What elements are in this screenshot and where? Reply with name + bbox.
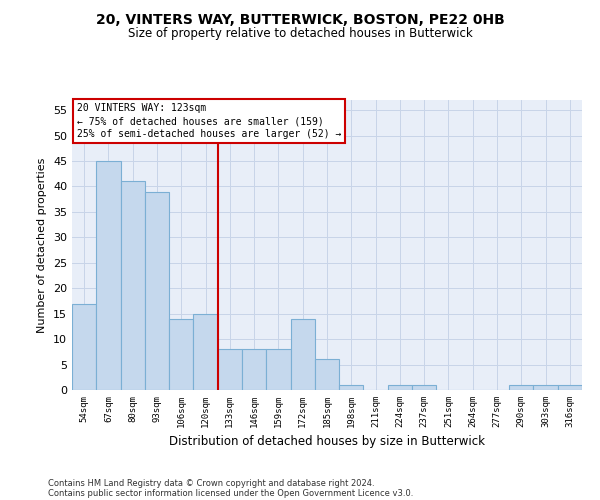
Bar <box>242 350 266 390</box>
Bar <box>339 385 364 390</box>
Bar <box>315 360 339 390</box>
X-axis label: Distribution of detached houses by size in Butterwick: Distribution of detached houses by size … <box>169 436 485 448</box>
Text: Contains public sector information licensed under the Open Government Licence v3: Contains public sector information licen… <box>48 488 413 498</box>
Text: 20 VINTERS WAY: 123sqm
← 75% of detached houses are smaller (159)
25% of semi-de: 20 VINTERS WAY: 123sqm ← 75% of detached… <box>77 103 341 140</box>
Bar <box>145 192 169 390</box>
Bar <box>388 385 412 390</box>
Text: 20, VINTERS WAY, BUTTERWICK, BOSTON, PE22 0HB: 20, VINTERS WAY, BUTTERWICK, BOSTON, PE2… <box>95 12 505 26</box>
Bar <box>290 319 315 390</box>
Y-axis label: Number of detached properties: Number of detached properties <box>37 158 47 332</box>
Bar <box>96 161 121 390</box>
Bar <box>558 385 582 390</box>
Bar <box>412 385 436 390</box>
Text: Size of property relative to detached houses in Butterwick: Size of property relative to detached ho… <box>128 28 472 40</box>
Bar <box>509 385 533 390</box>
Bar <box>533 385 558 390</box>
Bar <box>169 319 193 390</box>
Text: Contains HM Land Registry data © Crown copyright and database right 2024.: Contains HM Land Registry data © Crown c… <box>48 478 374 488</box>
Bar <box>193 314 218 390</box>
Bar <box>218 350 242 390</box>
Bar <box>266 350 290 390</box>
Bar <box>121 182 145 390</box>
Bar <box>72 304 96 390</box>
